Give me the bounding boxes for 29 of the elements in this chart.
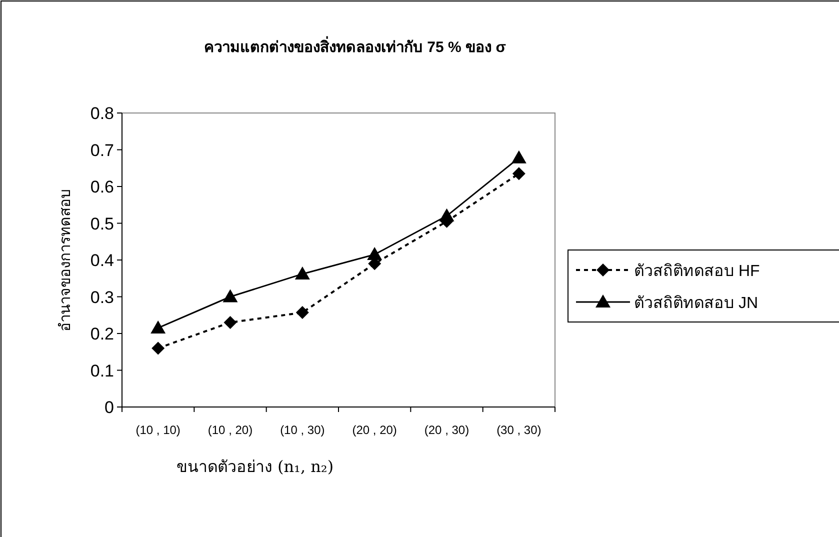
point bbox=[152, 342, 165, 355]
x-axis-title: ขนาดตัวอย่าง (n₁, n₂) bbox=[176, 457, 334, 476]
legend-label: ตัวสถิติทดสอบ HF bbox=[634, 263, 760, 280]
point bbox=[367, 246, 382, 260]
x-tick-label: (10 , 30) bbox=[280, 423, 325, 437]
x-tick-label: (10 , 10) bbox=[136, 423, 180, 437]
y-tick-label: 0.3 bbox=[90, 288, 114, 307]
chart-title: ความแตกต่างของสิ่งทดลองเท่ากับ 75 % ของ σ bbox=[204, 36, 506, 56]
point bbox=[296, 306, 309, 320]
point bbox=[150, 320, 166, 334]
point bbox=[512, 167, 526, 180]
x-tick-label: (20 , 30) bbox=[424, 423, 470, 437]
y-tick-label: 0.6 bbox=[90, 178, 114, 196]
x-tick-label: (20 , 20) bbox=[352, 423, 397, 437]
y-tick-label: 0.4 bbox=[90, 251, 114, 270]
x-tick-label: (30 , 30) bbox=[496, 423, 542, 437]
y-tick-label: 0.7 bbox=[90, 140, 114, 160]
y-axis-title: อำนาจของการทดสอบ bbox=[57, 188, 74, 332]
y-tick-label: 0.2 bbox=[90, 324, 114, 344]
y-tick-label: 0.5 bbox=[90, 214, 114, 234]
point bbox=[294, 266, 310, 280]
legend-label: ตัวสถิติทดสอบ JN bbox=[634, 295, 758, 312]
point bbox=[224, 316, 237, 329]
point bbox=[222, 289, 238, 302]
y-tick-label: 0.1 bbox=[90, 361, 114, 380]
y-tick-label: 0 bbox=[104, 398, 114, 417]
y-tick-label: 0.8 bbox=[90, 104, 114, 123]
x-tick-label: (10 , 20) bbox=[208, 423, 253, 437]
point bbox=[511, 150, 526, 164]
